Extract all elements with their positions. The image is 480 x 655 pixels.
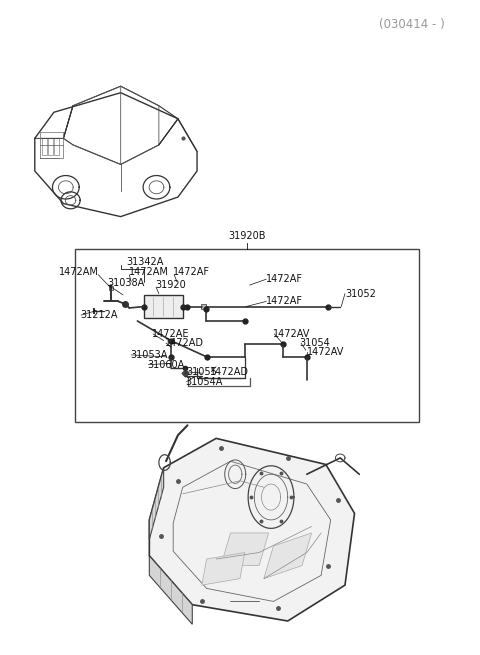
Bar [109, 286, 113, 290]
Text: 31052: 31052 [345, 289, 376, 299]
Text: 31920B: 31920B [228, 231, 266, 242]
Polygon shape [149, 556, 192, 624]
Text: 1472AD: 1472AD [165, 338, 204, 348]
Text: 1472AF: 1472AF [266, 297, 303, 307]
Polygon shape [264, 533, 312, 578]
Text: 1472AD: 1472AD [210, 367, 250, 377]
Bar [54, 138, 59, 155]
Polygon shape [149, 438, 355, 621]
Text: 1472AF: 1472AF [266, 274, 303, 284]
Text: 1472AE: 1472AE [152, 329, 189, 339]
Text: 31342A: 31342A [126, 257, 163, 267]
Text: 31055: 31055 [187, 367, 217, 377]
Polygon shape [202, 553, 245, 585]
Text: 1472AF: 1472AF [173, 267, 210, 277]
Bar [75, 250, 419, 422]
Text: (030414 - ): (030414 - ) [380, 18, 445, 31]
Text: 1472AV: 1472AV [307, 347, 344, 357]
Text: 31053A: 31053A [130, 350, 168, 360]
Text: 1472AM: 1472AM [60, 267, 99, 277]
Text: 1472AM: 1472AM [129, 267, 169, 277]
Text: 31212A: 31212A [80, 310, 118, 320]
Bar [42, 138, 47, 155]
Text: 31054A: 31054A [185, 377, 223, 386]
Text: 31054: 31054 [300, 338, 330, 348]
Text: 1472AV: 1472AV [274, 329, 311, 339]
Text: 31920: 31920 [155, 280, 186, 290]
Bar [144, 295, 183, 318]
Bar [48, 138, 53, 155]
Polygon shape [149, 468, 164, 540]
Text: 31038A: 31038A [108, 278, 144, 288]
Text: 31060A: 31060A [147, 360, 184, 369]
Bar [201, 304, 205, 309]
Polygon shape [221, 533, 269, 565]
